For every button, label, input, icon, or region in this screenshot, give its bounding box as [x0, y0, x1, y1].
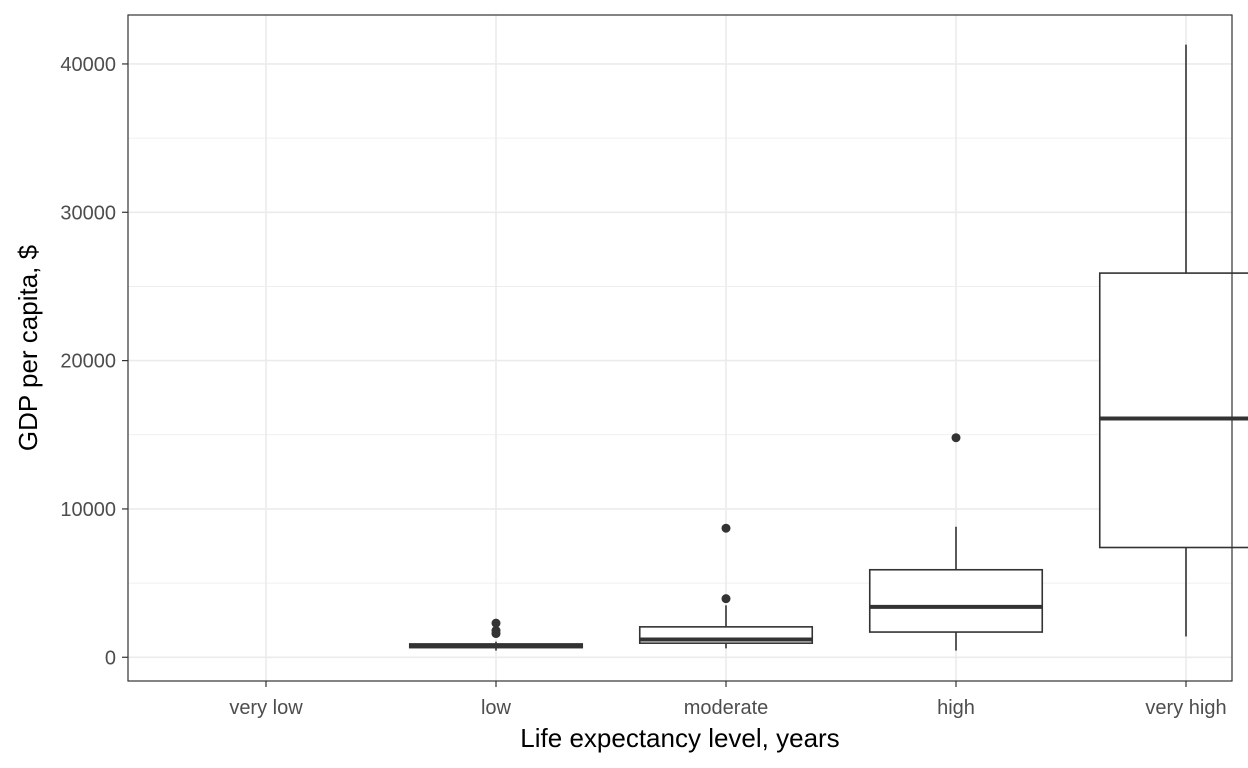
x-tick-label: moderate — [684, 697, 769, 719]
x-axis-title: Life expectancy level, years — [520, 723, 839, 753]
y-tick-label: 20000 — [60, 351, 116, 373]
box-series — [408, 44, 1248, 651]
box-iqr — [1098, 272, 1248, 549]
outlier-point — [491, 626, 501, 636]
outlier-point — [721, 523, 731, 533]
x-tick-label: very low — [229, 697, 303, 719]
box-low — [408, 618, 584, 651]
box-moderate — [638, 523, 814, 649]
x-tick-label: low — [481, 697, 512, 719]
y-tick-label: 10000 — [60, 499, 116, 521]
outlier-point — [951, 433, 961, 443]
outlier-point — [491, 618, 501, 628]
y-axis: 0 10000 20000 30000 40000 — [60, 54, 128, 669]
box-high — [868, 433, 1044, 651]
outlier-point — [721, 594, 731, 604]
y-axis-title: GDP per capita, $ — [13, 244, 43, 451]
y-tick-label: 30000 — [60, 202, 116, 224]
x-axis: very low low moderate high very high — [229, 681, 1227, 719]
box-very-high — [1098, 44, 1248, 637]
panel-border — [127, 14, 1233, 682]
x-tick-label: high — [937, 697, 975, 719]
box-iqr — [868, 568, 1044, 633]
y-tick-label: 40000 — [60, 54, 116, 76]
grid-lines — [128, 15, 1232, 681]
y-tick-label: 0 — [105, 647, 116, 669]
x-tick-label: very high — [1145, 697, 1226, 719]
